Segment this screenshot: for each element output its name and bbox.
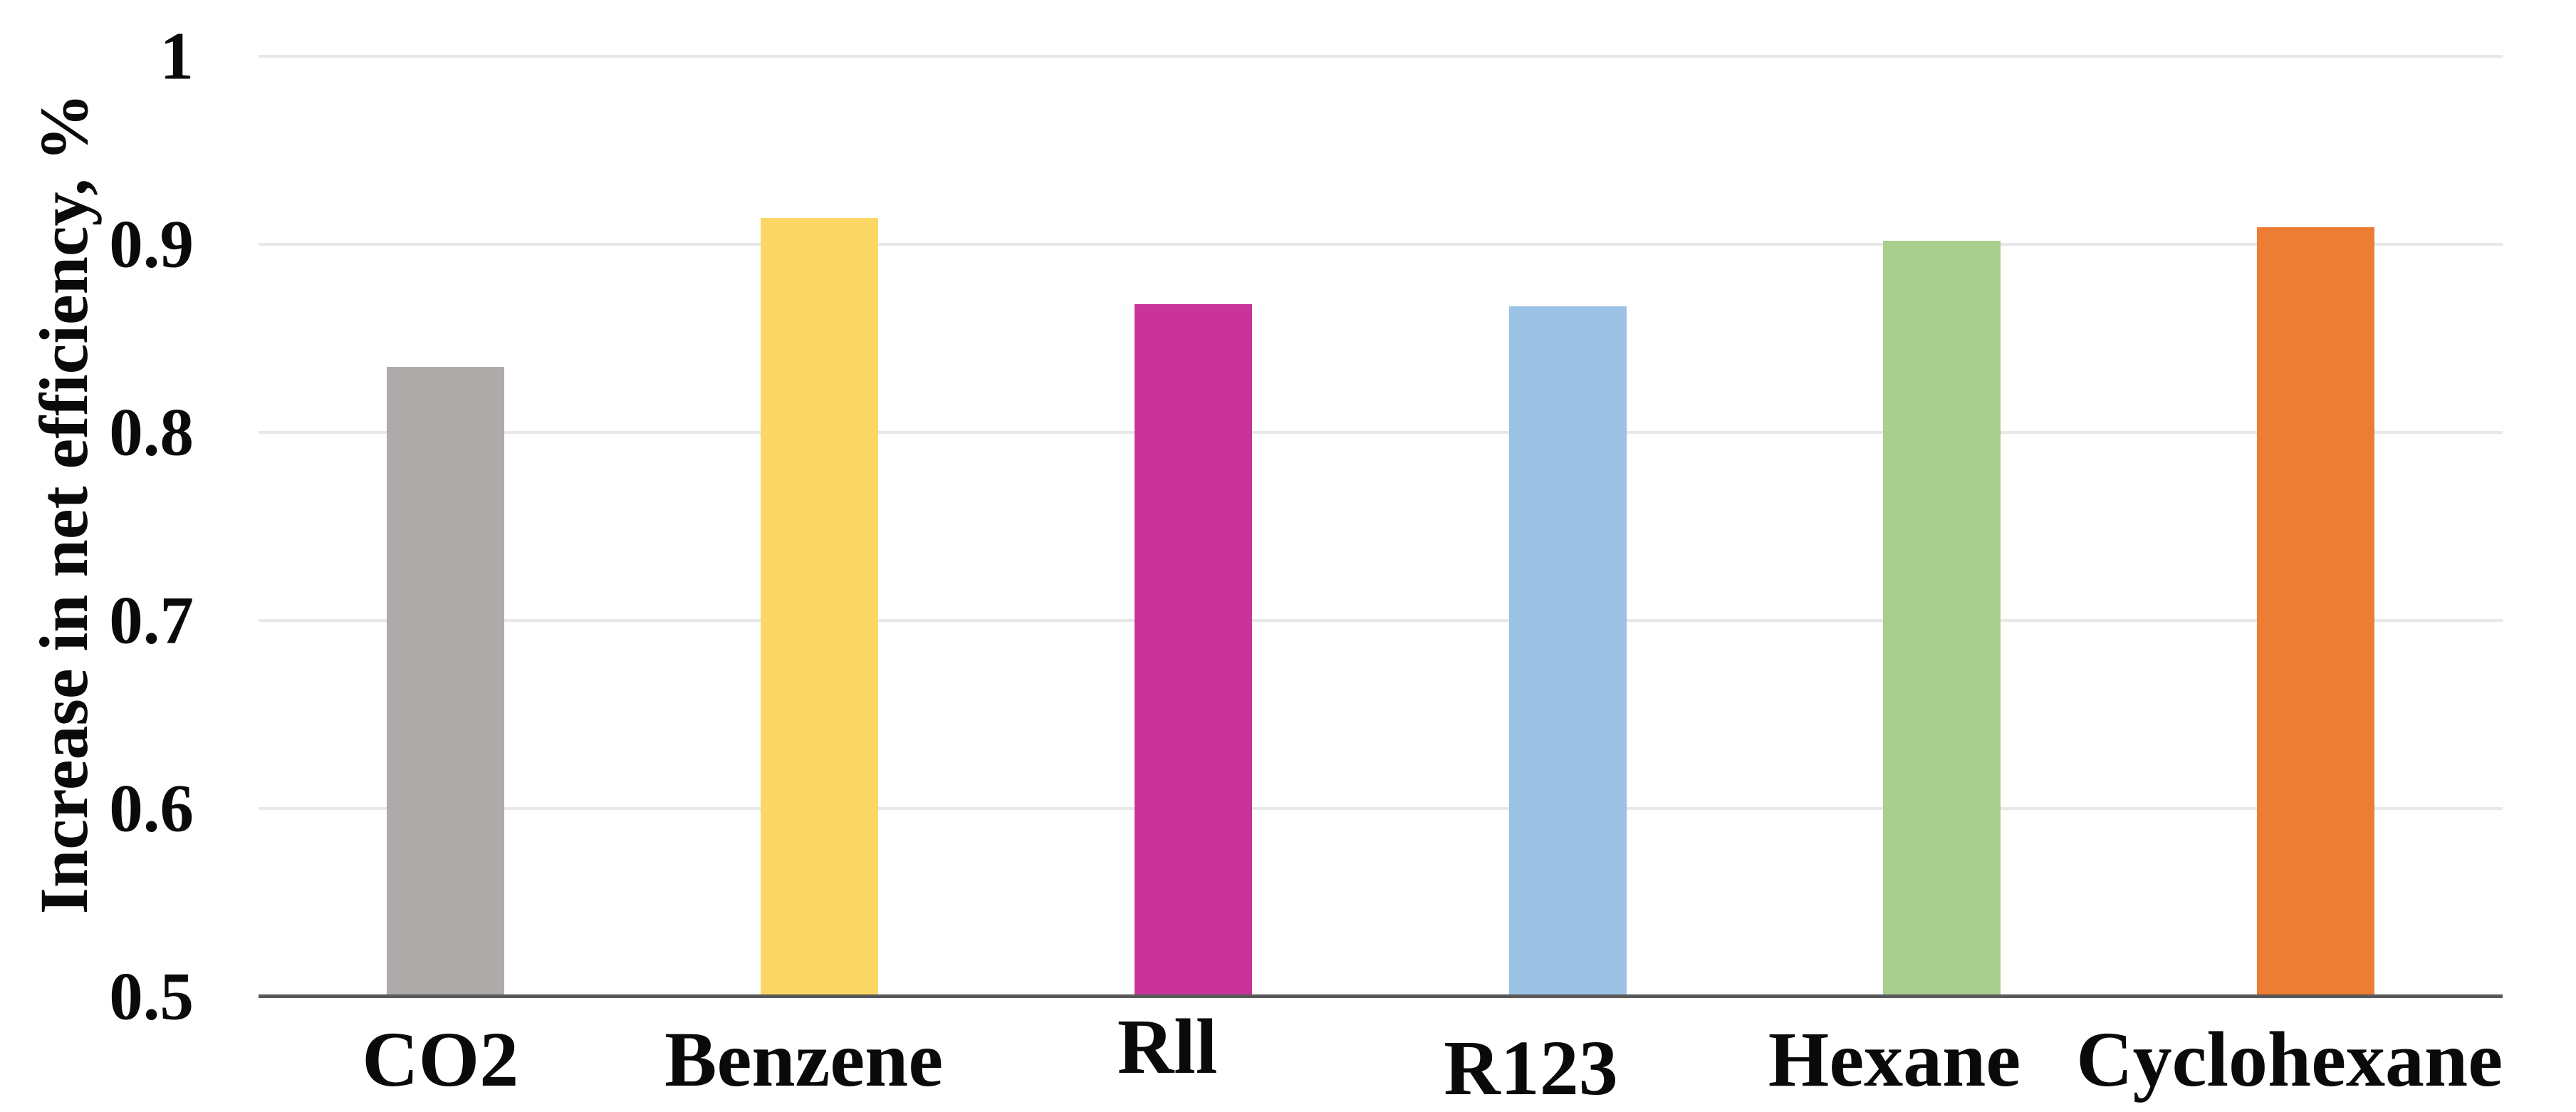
bar-slot-co2	[259, 56, 632, 997]
gridline-0.6	[259, 807, 2503, 810]
bar-slot-hexane	[1755, 56, 2129, 997]
y-tick-label: 0.6	[109, 770, 194, 846]
y-tick-label: 0.5	[109, 958, 194, 1034]
bar-rll	[1135, 304, 1253, 997]
x-axis-category-labels: CO2 Benzene Rll R123 Hexane Cyclohexane	[259, 1007, 2503, 1107]
x-axis-line	[259, 994, 2503, 998]
y-tick-label: 0.7	[109, 582, 194, 658]
bar-slot-r123	[1381, 56, 1755, 997]
gridline-0.9	[259, 243, 2503, 246]
gridline-0.7	[259, 619, 2503, 622]
bar-benzene	[761, 218, 879, 997]
bar-co2	[387, 366, 505, 997]
x-label-hexane: Hexane	[1768, 1016, 2021, 1103]
bar-hexane	[1882, 240, 2001, 997]
y-tick-label: 1	[160, 18, 194, 94]
bar-slot-rll	[1006, 56, 1380, 997]
bar-series	[259, 56, 2503, 997]
gridline-0.8	[259, 431, 2503, 434]
gridline-1	[259, 55, 2503, 58]
bar-slot-cyclohexane	[2129, 56, 2503, 997]
x-label-co2: CO2	[362, 1016, 519, 1103]
x-label-cyclohexane: Cyclohexane	[2076, 1016, 2503, 1103]
bar-cyclohexane	[2256, 227, 2374, 997]
y-tick-label: 0.8	[109, 394, 194, 470]
y-tick-label: 0.9	[109, 206, 194, 282]
bar-slot-benzene	[632, 56, 1006, 997]
x-label-benzene: Benzene	[664, 1016, 944, 1103]
x-label-r123: R123	[1444, 1024, 1618, 1111]
plot-area	[259, 55, 2503, 998]
bar-r123	[1508, 306, 1627, 997]
x-label-rll: Rll	[1117, 1003, 1218, 1090]
